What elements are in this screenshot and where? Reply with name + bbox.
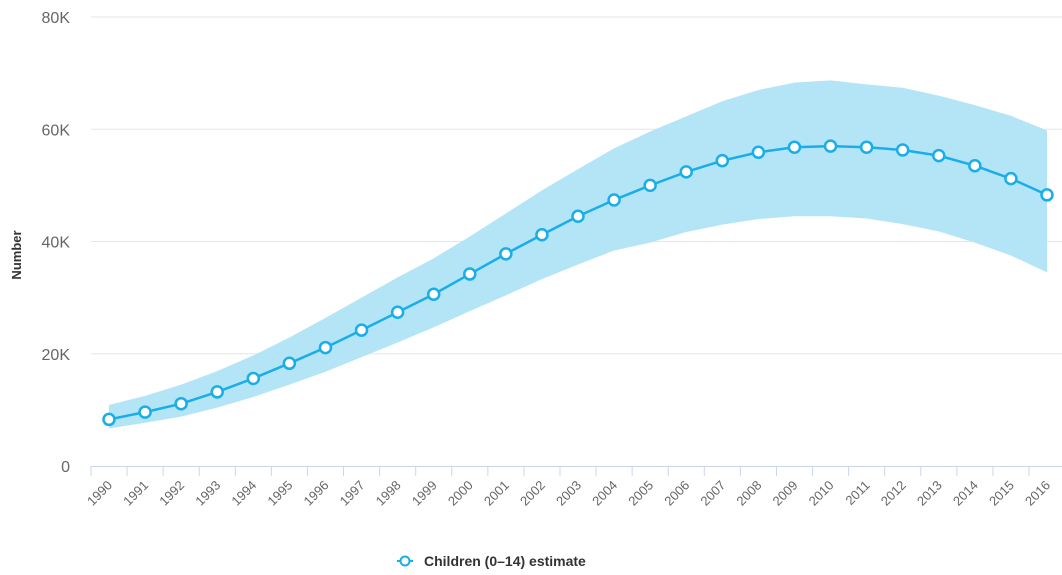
y-tick-label: 60K (42, 122, 71, 139)
x-tick-label: 2009 (770, 478, 801, 509)
legend-item[interactable]: Children (0–14) estimate (397, 553, 586, 569)
x-tick-label: 1998 (373, 478, 404, 509)
x-tick-label: 2012 (878, 478, 909, 509)
y-tick-label: 80K (42, 10, 71, 27)
data-point[interactable] (426, 287, 441, 302)
x-tick-label: 1994 (228, 478, 259, 509)
data-point[interactable] (607, 193, 621, 207)
x-tick-label: 2014 (950, 478, 981, 509)
x-tick-label: 2010 (806, 478, 837, 509)
x-tick-label: 1995 (264, 478, 295, 509)
y-tick-label: 0 (61, 459, 70, 476)
x-tick-label: 1996 (301, 478, 332, 509)
x-tick-label: 2003 (553, 478, 584, 509)
axis-layer: 1990 1991 1992 1993 1994 1995 1996 1997 1998 1999… (84, 466, 1062, 509)
x-tick-label: 2008 (733, 478, 764, 509)
x-tick-label: 1990 (84, 478, 115, 509)
data-point[interactable] (535, 228, 549, 242)
grid-layer: 0 20K 40K 60K 80K (42, 10, 1062, 476)
x-tick-label: 2007 (697, 478, 728, 509)
estimate-range-band (109, 80, 1047, 429)
data-point[interactable] (282, 356, 297, 371)
data-point[interactable] (715, 153, 730, 168)
x-tick-label: 1993 (192, 478, 223, 509)
x-tick-label: 2004 (589, 478, 620, 509)
legend-marker-icon (399, 555, 411, 567)
data-point[interactable] (174, 396, 188, 411)
x-tick-label: 2016 (1022, 478, 1053, 509)
data-point[interactable] (751, 145, 766, 160)
data-point[interactable] (859, 140, 874, 154)
data-point[interactable] (354, 323, 369, 337)
y-axis-title: Number (9, 230, 24, 279)
data-point[interactable] (823, 139, 838, 153)
data-point[interactable] (210, 385, 224, 399)
data-point[interactable] (463, 267, 477, 281)
data-point[interactable] (102, 412, 116, 427)
x-tick-label: 1992 (156, 478, 187, 509)
data-point[interactable] (571, 209, 585, 223)
x-tick-label: 1999 (409, 478, 440, 509)
data-point[interactable] (390, 305, 405, 319)
x-tick-label: 2011 (842, 478, 872, 508)
line-layer (102, 139, 1054, 427)
data-point[interactable] (787, 140, 802, 154)
data-point[interactable] (679, 165, 693, 179)
y-tick-label: 20K (42, 347, 71, 364)
x-tick-label: 2006 (661, 478, 692, 509)
x-tick-label: 1991 (120, 478, 151, 509)
data-point[interactable] (246, 371, 261, 386)
band-layer (109, 80, 1047, 429)
data-point[interactable] (499, 247, 513, 261)
x-tick-label: 2001 (481, 478, 512, 509)
legend-label: Children (0–14) estimate (424, 553, 586, 569)
x-tick-label: 1997 (337, 478, 368, 509)
data-point[interactable] (138, 405, 152, 419)
data-point[interactable] (932, 148, 946, 163)
data-point[interactable] (318, 340, 333, 355)
x-tick-label: 2013 (914, 478, 945, 509)
x-tick-label: 2015 (986, 478, 1017, 509)
data-point[interactable] (1040, 188, 1054, 202)
x-tick-label: 2005 (625, 478, 656, 509)
x-tick-label: 2002 (517, 478, 548, 509)
data-point[interactable] (1004, 171, 1018, 186)
y-tick-label: 40K (42, 235, 71, 252)
data-point[interactable] (643, 178, 657, 193)
x-tick-label: 2000 (445, 478, 476, 509)
data-point[interactable] (968, 158, 982, 173)
data-point[interactable] (895, 143, 910, 157)
